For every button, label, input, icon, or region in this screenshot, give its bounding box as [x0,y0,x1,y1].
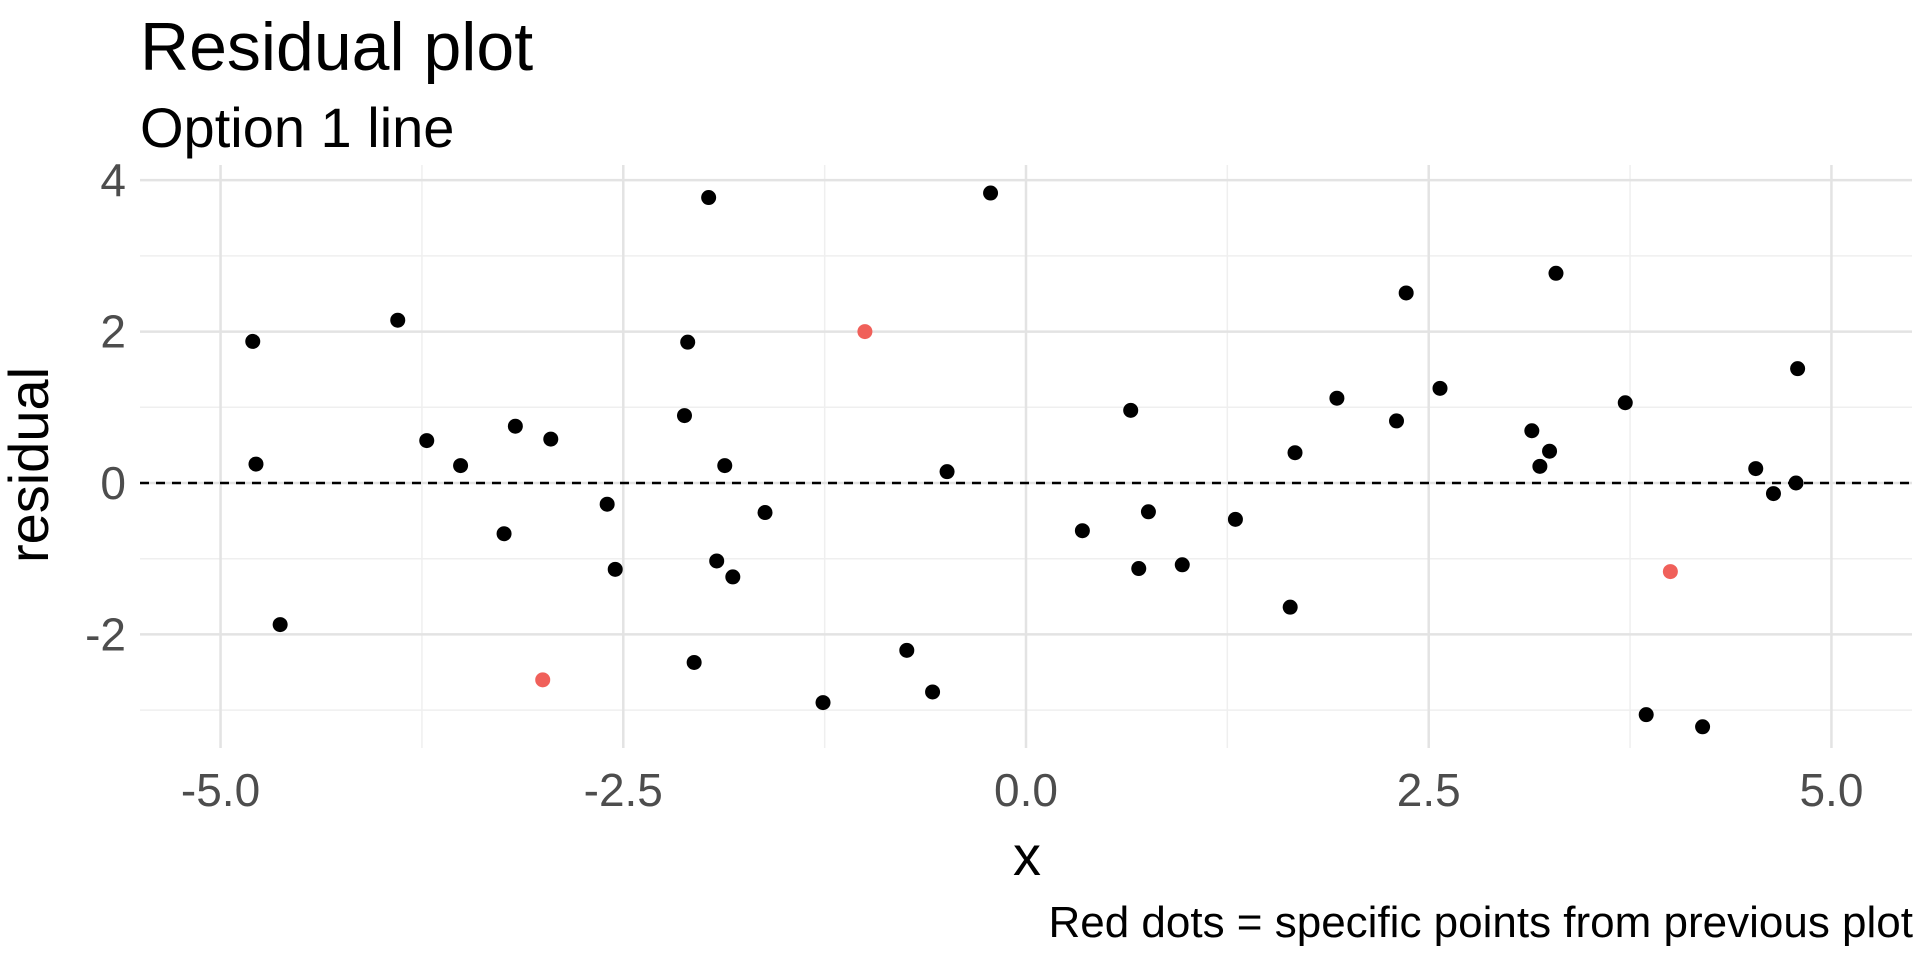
x-tick-label: 0.0 [994,764,1058,816]
data-point [1282,599,1298,615]
chart-subtitle: Option 1 line [140,96,454,159]
data-point [1790,361,1806,377]
data-point [1548,265,1564,281]
highlighted-data-point [1662,564,1678,580]
data-point [245,333,261,349]
data-point [939,464,955,480]
data-point [701,190,717,206]
y-tick-label: 0 [100,457,126,509]
data-point [1389,413,1405,429]
data-point [599,496,615,512]
highlighted-data-point [535,672,551,688]
data-point [1329,390,1345,406]
x-tick-label: 5.0 [1799,764,1863,816]
data-point [709,553,725,569]
data-point [248,456,264,472]
data-point [983,185,999,201]
x-tick-label: -5.0 [181,764,260,816]
data-point [543,431,559,447]
data-point [496,526,512,542]
data-point [686,654,702,670]
y-axis-title: residual [0,367,60,563]
y-tick-label: 2 [100,306,126,358]
data-point [899,642,915,658]
data-point [725,569,741,585]
data-point [1765,486,1781,502]
data-point [1748,461,1764,477]
chart-caption: Red dots = specific points from previous… [1048,898,1913,947]
data-point [1398,285,1414,301]
data-point [757,505,773,521]
y-tick-label: -2 [85,608,126,660]
data-point [453,458,469,474]
data-point [1524,423,1540,439]
data-point [680,334,696,350]
y-tick-label: 4 [100,154,126,206]
data-point [390,312,406,328]
data-point [1638,707,1654,723]
data-point [1287,445,1303,461]
data-point [1140,504,1156,520]
data-point [1227,511,1243,527]
data-point [1617,395,1633,411]
data-point [607,561,623,577]
data-point [1788,475,1804,491]
data-point [1695,719,1711,735]
data-point [1131,561,1147,577]
data-point [272,617,288,633]
data-point [419,433,435,449]
x-axis-title: x [1013,824,1041,887]
data-point [507,418,523,434]
data-point [1432,380,1448,396]
data-point [1123,402,1139,418]
data-point [1074,523,1090,539]
axis-tick-labels: -5.0 -2.5 0.0 2.5 5.0 -2 0 2 4 [85,154,1863,816]
x-tick-label: 2.5 [1397,764,1461,816]
highlighted-data-point [857,324,873,340]
x-tick-label: -2.5 [584,764,663,816]
data-point [815,695,831,711]
data-point [1532,458,1548,474]
data-point [925,684,941,700]
data-point [1542,443,1558,459]
chart-title: Residual plot [140,9,533,85]
data-point [717,458,733,474]
gridlines [140,165,1912,748]
data-point [1174,557,1190,573]
data-points [245,185,1806,735]
data-point [676,408,692,424]
